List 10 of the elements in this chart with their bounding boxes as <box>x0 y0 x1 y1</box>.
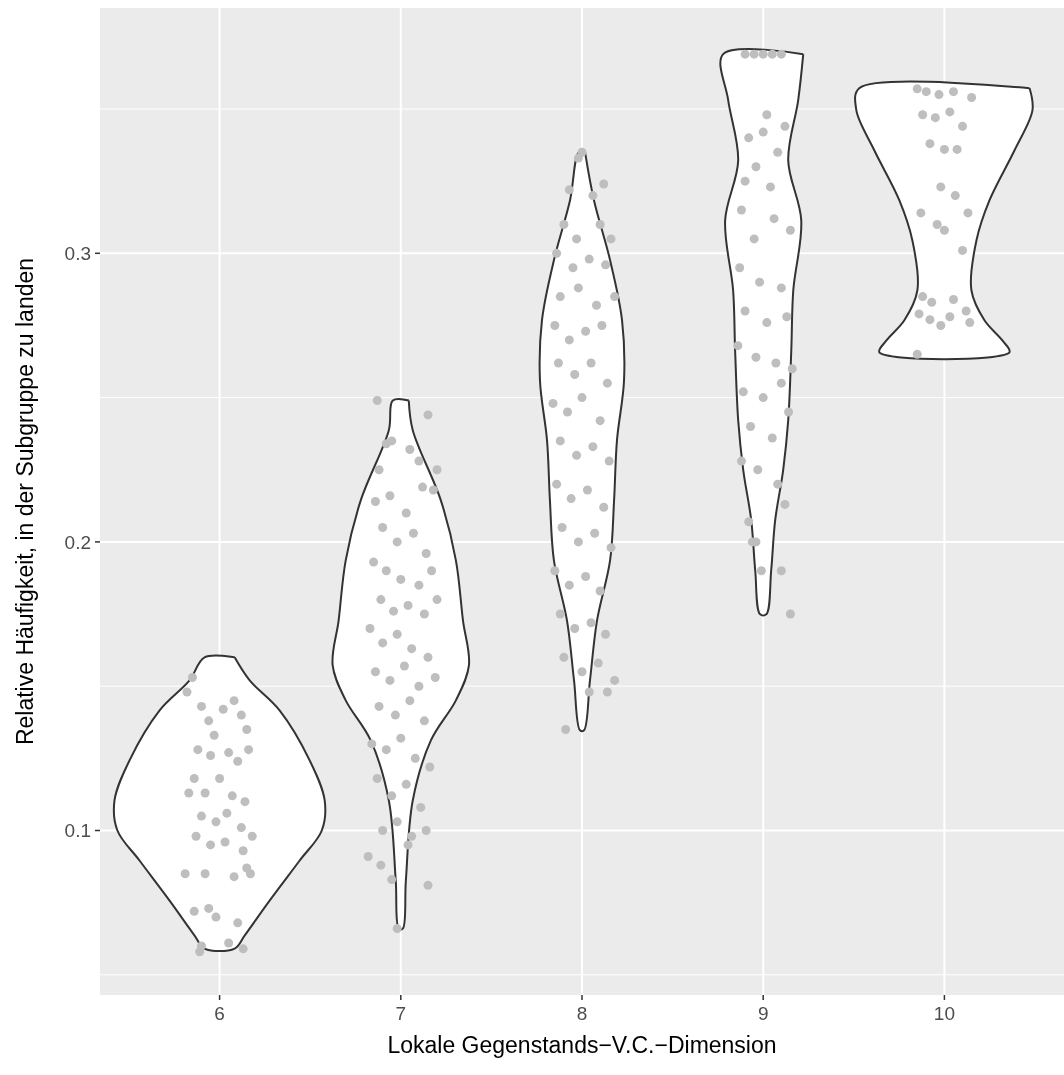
x-axis-title: Lokale Gegenstands−V.C.−Dimension <box>387 1032 777 1058</box>
x-tick-label: 9 <box>757 1003 769 1024</box>
x-tick-label: 6 <box>214 1003 225 1024</box>
x-tick-label: 8 <box>576 1003 588 1024</box>
x-tick-label: 10 <box>933 1003 955 1024</box>
y-tick-label: 0.2 <box>64 531 91 553</box>
y-tick-label: 0.3 <box>64 242 91 264</box>
y-tick-label: 0.1 <box>64 820 91 842</box>
x-tick-label: 7 <box>395 1003 407 1024</box>
y-axis-title: Relative Häufigkeit, in der Subgruppe zu landen <box>12 257 38 746</box>
